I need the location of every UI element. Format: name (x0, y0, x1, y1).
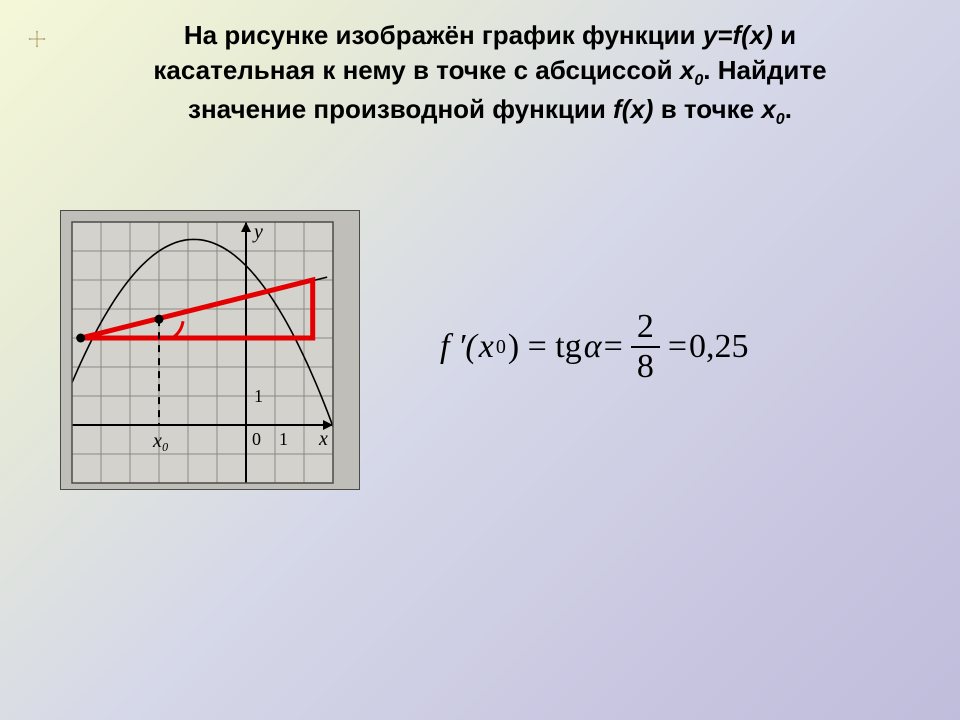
svg-text:1: 1 (279, 429, 288, 449)
svg-text:x: x (318, 428, 328, 450)
title-x02: x0 (761, 94, 784, 124)
title-line3-mid: в точке (653, 94, 761, 124)
formula-num: 2 (631, 310, 660, 348)
svg-text:0: 0 (252, 429, 261, 449)
title-line3-end: . (785, 94, 792, 124)
formula: f ′(x0) = tgα = 2 8 = 0,25 (440, 310, 749, 384)
title-fx: y=f(x) (703, 20, 773, 50)
title-x0: x0 (680, 55, 703, 85)
bullet-decor-icon (28, 30, 46, 48)
formula-den: 8 (631, 348, 660, 384)
title-line2-post: . Найдите (703, 55, 826, 85)
problem-title: На рисунке изображён график функции y=f(… (60, 18, 920, 131)
formula-result: 0,25 (689, 328, 749, 366)
title-line2-pre: касательная к нему в точке с абсциссой (153, 55, 680, 85)
formula-alpha: α (584, 328, 602, 366)
svg-text:x₀: x₀ (152, 430, 169, 452)
title-line3-pre: значение производной функции (188, 94, 613, 124)
formula-close-eq-tg: ) = tg (508, 328, 582, 366)
formula-eq: = (604, 328, 623, 366)
title-fx2: f(x) (613, 94, 653, 124)
svg-text:1: 1 (254, 386, 263, 406)
formula-x: x (479, 328, 494, 366)
graph-figure: yx011x₀ (60, 210, 360, 490)
formula-sub: 0 (496, 336, 506, 359)
svg-text:y: y (252, 221, 263, 243)
formula-fraction: 2 8 (631, 310, 660, 384)
title-line1-pre: На рисунке изображён график функции (184, 20, 703, 50)
graph-svg: yx011x₀ (60, 210, 360, 490)
title-line1-post: и (773, 20, 796, 50)
formula-fprime: f ′( (440, 328, 477, 366)
formula-eq2: = (668, 328, 687, 366)
